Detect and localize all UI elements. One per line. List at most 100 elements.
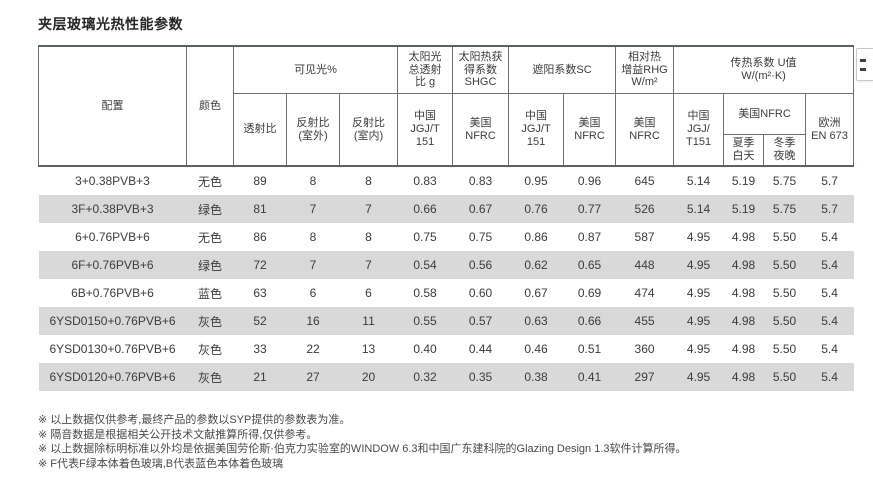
footnote: ※ 以上数据除标明标准以外均是依据美国劳伦斯·伯克力实验室的WINDOW 6.3…: [38, 443, 687, 455]
value-cell: 0.65: [577, 258, 602, 272]
value-cell: 8: [309, 174, 317, 188]
header-rhg-group: 相对热 增益RHG W/m²: [615, 45, 675, 94]
value-cell: 0.87: [577, 230, 602, 244]
value-cell: 52: [253, 314, 267, 328]
color-cell: 灰色: [197, 370, 222, 385]
value-cell: 0.40: [413, 342, 437, 356]
color-cell: 无色: [197, 230, 222, 245]
header-summer-day: 夏季 白天: [723, 134, 765, 167]
table-row: 6B+0.76PVB+6 蓝色 63 6 6 0.58 0.60 0.67 0.69 474 4.9…: [39, 279, 854, 307]
widget-dash-icon: [860, 67, 866, 71]
table-row: 6YSD0120+0.76PVB+6 灰色 21 27 20 0.32 0.35 0.38 0.…: [38, 363, 854, 391]
table-row: 3+0.38PVB+3 无色 89 8 8 0.83 0.83 0.95 0.96 645 5.14…: [39, 166, 854, 195]
value-cell: 16: [306, 314, 320, 328]
value-cell: 7: [365, 202, 372, 216]
value-cell: 21: [253, 370, 267, 384]
header-config: 配置: [38, 45, 187, 167]
value-cell: 4.98: [731, 286, 756, 300]
header-reflectance-outdoor: 反射比 (室外): [286, 93, 340, 167]
header-us-nfrc-sc: 美国 NFRC: [563, 93, 617, 167]
value-cell: 4.95: [686, 342, 711, 356]
page-title: 夹层玻璃光热性能参数: [38, 16, 183, 32]
header-winter-night: 冬季 夜晚: [763, 134, 807, 167]
value-cell: 0.46: [524, 342, 548, 356]
value-cell: 5.14: [686, 202, 711, 216]
value-cell: 6: [365, 286, 372, 300]
value-cell: 448: [634, 258, 655, 272]
config-cell: 6B+0.76PVB+6: [71, 286, 154, 300]
value-cell: 0.96: [577, 174, 602, 188]
value-cell: 5.19: [731, 174, 756, 188]
value-cell: 4.95: [686, 314, 711, 328]
value-cell: 27: [306, 370, 320, 384]
value-cell: 0.86: [524, 230, 548, 244]
value-cell: 4.95: [686, 230, 711, 244]
value-cell: 7: [309, 202, 317, 216]
value-cell: 0.57: [468, 314, 493, 328]
value-cell: 645: [634, 174, 655, 188]
widget-dash-icon: [860, 58, 866, 62]
value-cell: 360: [634, 342, 655, 356]
value-cell: 526: [634, 202, 655, 216]
value-cell: 5.7: [821, 174, 838, 188]
value-cell: 5.50: [772, 230, 797, 244]
value-cell: 81: [253, 202, 267, 216]
value-cell: 0.67: [468, 202, 493, 216]
value-cell: 5.4: [821, 286, 838, 300]
value-cell: 4.98: [731, 370, 756, 384]
header-us-nfrc-shgc: 美国 NFRC: [452, 93, 510, 167]
value-cell: 4.95: [686, 370, 711, 384]
value-cell: 5.4: [821, 342, 838, 356]
value-cell: 0.77: [577, 202, 602, 216]
footnote: ※ 以上数据仅供参考,最终产品的参数以SYP提供的参数表为准。: [38, 414, 351, 426]
value-cell: 0.66: [577, 314, 602, 328]
color-cell: 绿色: [197, 258, 222, 273]
color-cell: 蓝色: [197, 286, 222, 301]
color-cell: 灰色: [197, 314, 222, 329]
header-solar-g-group: 太阳光 总透射 比 g: [397, 45, 454, 94]
header-cn-jgjt151-sc: 中国 JGJ/T 151: [508, 93, 565, 167]
header-sub-row: 透射比 反射比 (室外) 反射比 (室内) 中国 JGJ/T 151 美国 NF…: [39, 93, 855, 167]
value-cell: 297: [634, 370, 655, 384]
value-cell: 63: [253, 286, 267, 300]
value-cell: 8: [365, 230, 372, 244]
header-cn-jgjt151-g: 中国 JGJ/T 151: [397, 93, 454, 167]
value-cell: 0.75: [413, 230, 437, 244]
value-cell: 5.4: [821, 258, 838, 272]
value-cell: 0.41: [577, 370, 602, 384]
value-cell: 20: [361, 370, 376, 384]
value-cell: 0.63: [524, 314, 548, 328]
value-cell: 5.50: [772, 286, 797, 300]
color-cell: 绿色: [197, 202, 222, 217]
config-cell: 6F+0.76PVB+6: [71, 258, 154, 272]
page-container: 夹层玻璃光热性能参数 配置 颜色 可见光% 太阳光 总透射 比 g 太阳热获 得…: [38, 14, 855, 471]
value-cell: 0.75: [468, 230, 493, 244]
value-cell: 22: [306, 342, 320, 356]
value-cell: 0.54: [413, 258, 437, 272]
config-cell: 3F+0.38PVB+3: [71, 202, 154, 216]
value-cell: 0.38: [524, 370, 548, 384]
value-cell: 5.50: [772, 370, 797, 384]
floating-side-widget[interactable]: [856, 48, 873, 81]
value-cell: 0.58: [413, 286, 437, 300]
value-cell: 0.35: [468, 370, 493, 384]
value-cell: 4.98: [731, 342, 756, 356]
config-cell: 3+0.38PVB+3: [75, 174, 150, 188]
value-cell: 5.50: [772, 258, 797, 272]
value-cell: 0.83: [468, 174, 493, 188]
config-cell: 6YSD0130+0.76PVB+6: [49, 342, 176, 356]
value-cell: 0.62: [524, 258, 548, 272]
header-us-nfrc-rhg: 美国 NFRC: [615, 93, 675, 167]
value-cell: 5.75: [772, 202, 797, 216]
value-cell: 4.98: [731, 230, 756, 244]
value-cell: 11: [362, 314, 375, 328]
value-cell: 5.4: [821, 370, 838, 384]
value-cell: 455: [634, 314, 655, 328]
footnote: ※ 隔音数据是根据相关公开技术文献推算所得,仅供参考。: [38, 428, 318, 441]
value-cell: 0.66: [413, 202, 437, 216]
value-cell: 0.51: [577, 342, 602, 356]
config-cell: 6YSD0120+0.76PVB+6: [49, 370, 176, 384]
table-row: 6YSD0150+0.76PVB+6 灰色 52 16 11 0.55 0.57 0.63 0.…: [38, 307, 854, 335]
value-cell: 5.7: [821, 202, 838, 216]
header-u-value-group: 传热系数 U值 W/(m²·K): [673, 45, 855, 94]
